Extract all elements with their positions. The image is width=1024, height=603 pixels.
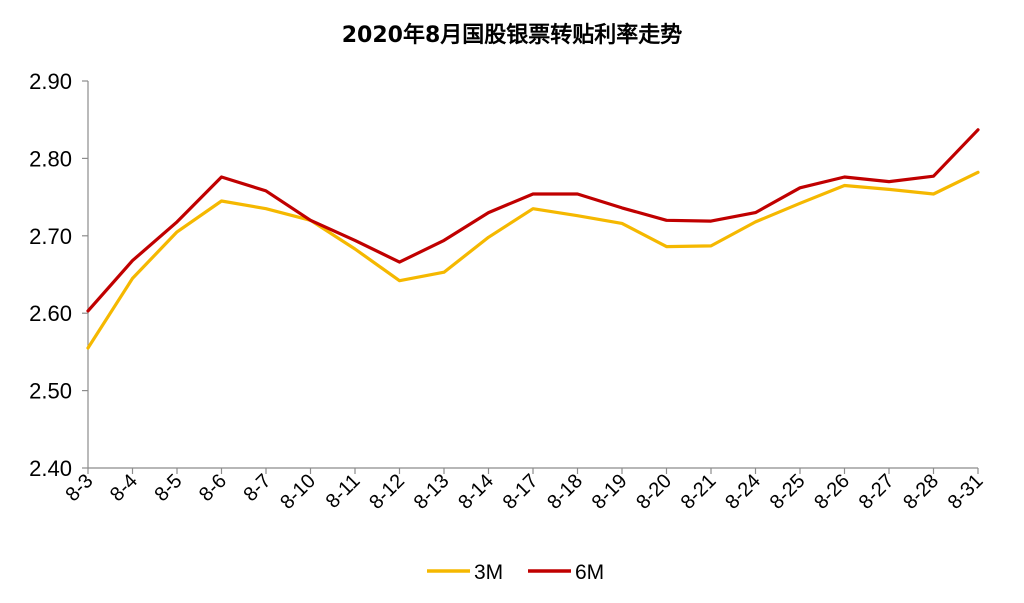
x-tick-label: 8-21 xyxy=(677,470,721,514)
x-tick-label: 8-6 xyxy=(195,470,231,506)
x-tick-label: 8-14 xyxy=(454,470,498,514)
axes: 2.402.502.602.702.802.908-3 8-4 8-5 8-6 8-7 8… xyxy=(29,69,987,514)
chart-title: 2020年8月国股银票转贴利率走势 xyxy=(342,22,683,48)
series-line-6M xyxy=(86,128,980,313)
x-tick-label: 8-17 xyxy=(499,470,543,514)
x-tick-label: 8-7 xyxy=(240,470,276,506)
x-tick-label: 8-4 xyxy=(106,470,142,506)
x-tick-label: 8-5 xyxy=(151,470,187,506)
legend-label-3M: 3M xyxy=(474,561,503,584)
x-tick-label: 8-26 xyxy=(810,470,854,514)
x-tick-label: 8-13 xyxy=(410,470,454,514)
x-tick-label: 8-10 xyxy=(276,470,320,514)
series-line-3M xyxy=(86,170,980,350)
x-tick-label: 8-27 xyxy=(855,470,899,514)
series-layer xyxy=(86,128,980,350)
x-tick-label: 8-20 xyxy=(632,470,676,514)
y-tick-label: 2.90 xyxy=(29,69,72,94)
y-tick-label: 2.80 xyxy=(29,146,72,171)
x-tick-label: 8-19 xyxy=(588,470,632,514)
x-tick-label: 8-31 xyxy=(944,470,988,514)
x-tick-label: 8-11 xyxy=(322,470,365,513)
y-tick-label: 2.40 xyxy=(29,456,72,481)
x-tick-label: 8-28 xyxy=(899,470,943,514)
legend-label-6M: 6M xyxy=(575,561,604,584)
legend: 3M 6M xyxy=(427,561,604,584)
y-tick-label: 2.60 xyxy=(29,301,72,326)
x-tick-label: 8-18 xyxy=(543,470,587,514)
x-tick-label: 8-12 xyxy=(365,470,409,514)
y-tick-label: 2.70 xyxy=(29,224,72,249)
x-tick-label: 8-24 xyxy=(721,470,765,514)
x-tick-label: 8-25 xyxy=(766,470,810,514)
y-tick-label: 2.50 xyxy=(29,379,72,404)
